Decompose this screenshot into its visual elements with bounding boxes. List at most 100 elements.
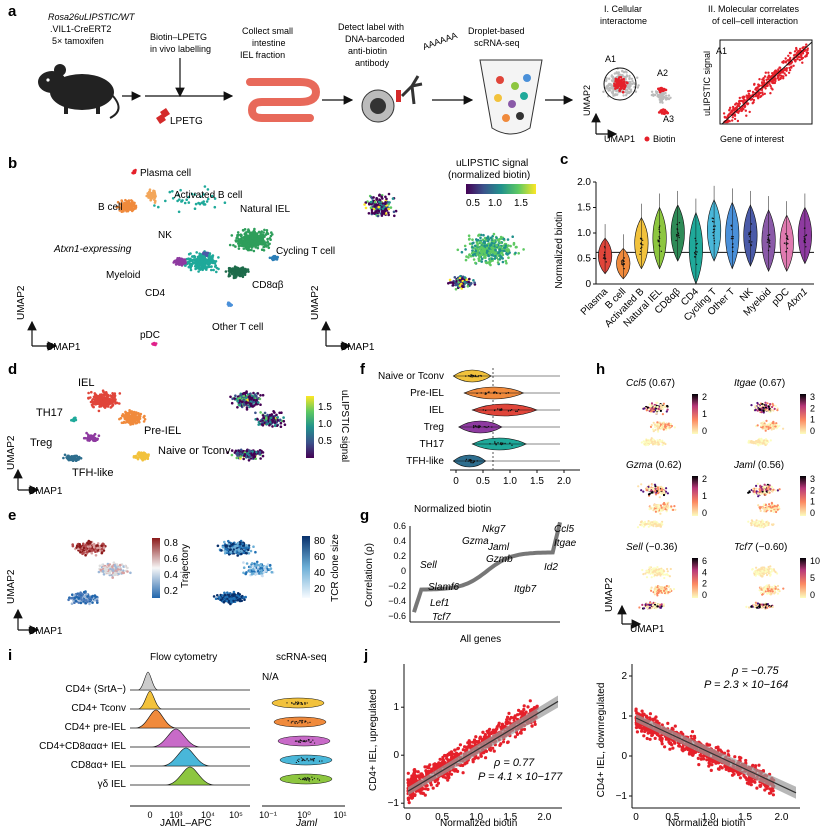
- umap-point: [134, 412, 138, 416]
- label-atxn1: Atxn1-expressing: [53, 244, 132, 255]
- a-gene-axis-label: Gene of interest: [720, 134, 785, 144]
- umap-point: [660, 99, 664, 103]
- umap-point: [657, 95, 661, 99]
- umap-point: [62, 456, 65, 460]
- step3-line2: DNA-barcoded: [345, 34, 405, 44]
- umap-point: [471, 246, 474, 249]
- umap-point: [118, 563, 122, 567]
- umap-point: [243, 546, 246, 550]
- umap-point: [109, 401, 112, 405]
- umap-point: [489, 263, 492, 267]
- a-scatter-point: [762, 77, 765, 80]
- umap-point: [244, 234, 247, 237]
- umap-point: [84, 436, 88, 440]
- a-scatter-point: [744, 109, 747, 112]
- umap-point: [236, 544, 239, 547]
- umap-point: [501, 253, 505, 257]
- umap-point: [90, 403, 94, 407]
- umap-point: [168, 190, 172, 194]
- umap-point: [230, 267, 234, 271]
- umap-point: [494, 251, 498, 254]
- d-label-th17: TH17: [36, 407, 63, 419]
- umap-point: [458, 284, 462, 287]
- umap-point: [485, 237, 489, 240]
- panel-a: a Rosa26uLIPSTIC/WT .VIL1-CreERT2 5× tam…: [8, 3, 813, 144]
- umap-point: [499, 241, 502, 244]
- umap-point: [239, 455, 242, 458]
- umap-point: [120, 199, 123, 202]
- a-scatter-point: [795, 46, 798, 50]
- step1-line1: Biotin–LPETG: [150, 32, 207, 42]
- umap-point: [273, 254, 277, 258]
- umap-point: [606, 84, 609, 88]
- umap-point: [118, 417, 121, 421]
- umap-point: [241, 542, 244, 546]
- umap-point: [179, 259, 183, 262]
- umap-point: [73, 596, 77, 600]
- umap-point: [203, 255, 206, 259]
- umap-point: [606, 87, 609, 90]
- umap-point: [615, 93, 619, 96]
- umap-point: [619, 76, 623, 79]
- umap-point: [660, 108, 664, 112]
- umap-point: [135, 421, 139, 425]
- a-scatter-point: [784, 74, 788, 77]
- a-scatter-point: [746, 95, 749, 99]
- umap-point: [615, 71, 618, 75]
- umap-point: [393, 214, 396, 218]
- umap-point: [237, 247, 241, 250]
- umap-point: [137, 417, 140, 420]
- umap-point: [483, 250, 486, 254]
- correlate-scatter: [719, 39, 813, 125]
- intestine-icon: [246, 78, 321, 122]
- umap-point: [611, 77, 615, 80]
- umap-point: [112, 397, 115, 401]
- section1-line1: I. Cellular: [604, 4, 642, 14]
- a-scatter-point: [805, 54, 808, 57]
- umap-point: [206, 197, 210, 201]
- umap-point: [276, 416, 280, 419]
- umap-point: [194, 202, 198, 206]
- umap-point: [236, 541, 240, 545]
- umap-point: [204, 260, 208, 263]
- umap-point: [241, 274, 244, 278]
- umap-point: [492, 240, 496, 243]
- umap-point: [611, 90, 615, 93]
- c-violin-point: [641, 239, 644, 241]
- c-ytick-label: 1.0: [577, 228, 591, 239]
- umap-point: [103, 402, 106, 406]
- umap-point: [118, 209, 121, 212]
- umap-point: [133, 414, 137, 418]
- umap-point: [120, 421, 124, 425]
- umap-point: [248, 402, 252, 405]
- umap-point: [252, 545, 255, 548]
- umap-point: [251, 236, 254, 240]
- umap-point: [623, 75, 626, 79]
- a-fit-line: [721, 41, 813, 125]
- umap-point: [273, 421, 277, 424]
- c-violin-point: [785, 251, 787, 253]
- c-violin-point: [711, 217, 714, 219]
- a-scatter-point: [773, 81, 776, 85]
- d-label-preiel: Pre-IEL: [144, 425, 181, 437]
- umap-point: [609, 86, 612, 90]
- umap-point: [235, 273, 238, 277]
- c-violin-point: [784, 233, 787, 235]
- umap-point: [198, 202, 202, 206]
- umap-point: [271, 258, 275, 262]
- a-scatter-point: [742, 95, 745, 98]
- a-scatter-point: [728, 109, 731, 112]
- umap-point: [187, 257, 190, 261]
- a-scatter-point: [800, 53, 803, 57]
- umap-point: [241, 228, 245, 232]
- umap-point: [127, 200, 130, 203]
- umap-point: [126, 207, 129, 210]
- umap-point: [90, 390, 93, 394]
- umap-point: [266, 237, 269, 241]
- umap-point: [258, 450, 262, 454]
- c-violin-point: [657, 239, 659, 241]
- umap-point: [193, 193, 197, 196]
- umap-point: [451, 281, 455, 284]
- a-scatter-point: [776, 76, 779, 80]
- d-umap2: UMAP2: [6, 435, 17, 470]
